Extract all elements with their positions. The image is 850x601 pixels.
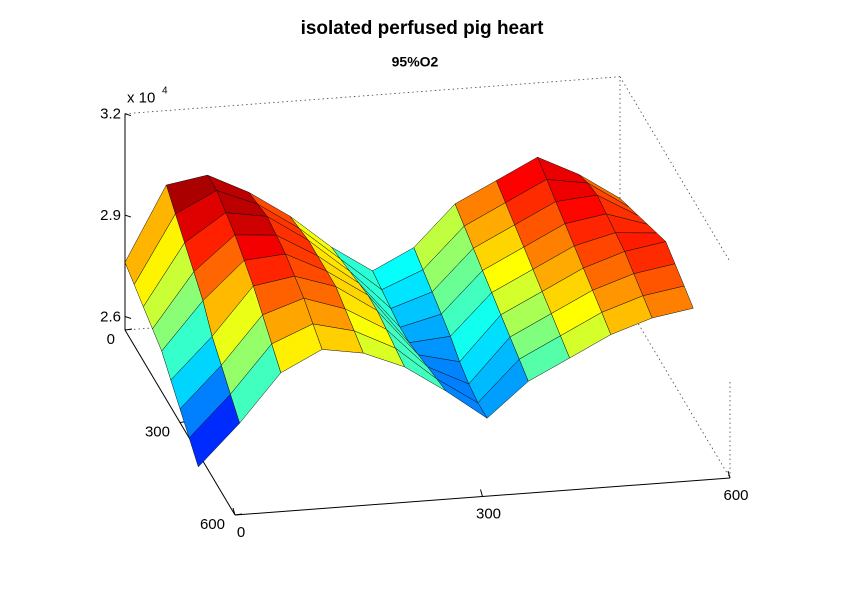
y-tick-label: 600: [200, 516, 225, 533]
z-tick-label: 2.6: [100, 308, 121, 325]
x-tick-label: 0: [237, 524, 245, 541]
x-tick: [480, 489, 483, 497]
z-exponent-base: x 10: [127, 90, 155, 107]
z-tick-label: 3.2: [100, 106, 121, 123]
chart-title: isolated perfused pig heart: [301, 18, 544, 39]
z-tick: [124, 214, 132, 218]
x-tick: [727, 470, 731, 479]
tick-labels: 2.6 2.9 3.2 0 300 600 0 300 600 x 10 4: [100, 85, 748, 541]
chart-subtitle: 95%O2: [392, 54, 439, 70]
x-tick: [232, 507, 236, 516]
surface-patch: [188, 393, 240, 468]
x-tick-label: 600: [723, 487, 748, 504]
z-tick: [124, 113, 132, 117]
y-tick-label: 300: [145, 423, 170, 440]
y-tick-label: 0: [107, 331, 115, 348]
box-edge: [124, 76, 621, 115]
surface: [124, 156, 694, 468]
y-tick: [124, 328, 133, 331]
y-tick: [234, 513, 243, 516]
z-tick: [124, 316, 132, 319]
z-tick-label: 2.9: [100, 207, 121, 224]
z-exponent-power: 4: [162, 85, 168, 96]
x-tick-label: 300: [476, 505, 501, 522]
